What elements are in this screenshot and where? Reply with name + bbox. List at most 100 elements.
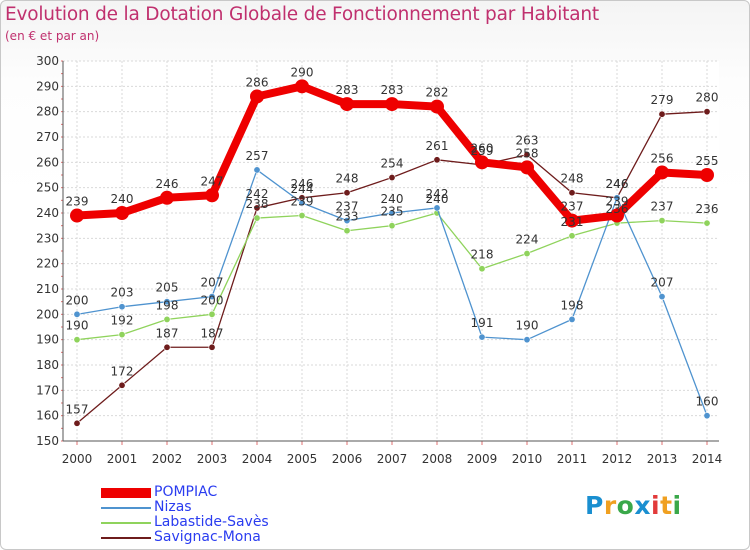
legend-label-savignac-mona: Savignac-Mona xyxy=(154,529,261,545)
data-label-labastide-saves: 237 xyxy=(651,200,674,214)
data-point-labastide-saves xyxy=(118,331,126,339)
x-tick-label: 2011 xyxy=(557,452,588,466)
data-point-savignac-mona xyxy=(658,110,666,118)
x-tick-label: 2012 xyxy=(602,452,633,466)
data-point-savignac-mona xyxy=(388,174,396,182)
data-label-nizas: 207 xyxy=(201,276,224,290)
y-tick-label: 150 xyxy=(36,434,59,448)
data-label-savignac-mona: 172 xyxy=(111,364,134,378)
y-tick-label: 300 xyxy=(36,54,59,68)
data-point-nizas xyxy=(208,293,216,301)
data-label-pompiac: 258 xyxy=(516,146,539,160)
y-tick-label: 190 xyxy=(36,333,59,347)
x-tick-label: 2007 xyxy=(377,452,408,466)
data-label-pompiac: 239 xyxy=(66,195,89,209)
data-point-labastide-saves xyxy=(388,222,396,230)
data-label-labastide-saves: 190 xyxy=(66,319,89,333)
data-label-labastide-saves: 238 xyxy=(246,197,269,211)
data-point-pompiac xyxy=(340,97,354,112)
logo-letter: r xyxy=(603,491,617,520)
data-point-savignac-mona xyxy=(568,189,576,197)
data-point-nizas xyxy=(163,298,171,306)
data-point-nizas xyxy=(433,204,441,212)
data-label-pompiac: 246 xyxy=(156,177,179,191)
data-point-pompiac xyxy=(655,165,669,180)
data-label-pompiac: 239 xyxy=(606,195,629,209)
data-label-pompiac: 247 xyxy=(201,174,224,188)
data-point-savignac-mona xyxy=(73,419,81,427)
data-point-pompiac xyxy=(205,188,219,203)
data-label-labastide-saves: 240 xyxy=(426,192,449,206)
data-label-nizas: 200 xyxy=(66,293,89,307)
y-tick-label: 170 xyxy=(36,383,59,397)
logo-letter: t xyxy=(660,491,673,520)
data-point-nizas xyxy=(118,303,126,311)
data-label-pompiac: 283 xyxy=(336,83,359,97)
data-label-nizas: 160 xyxy=(696,395,719,409)
logo-letter: i xyxy=(651,491,661,520)
data-point-savignac-mona xyxy=(523,151,531,159)
data-label-pompiac: 282 xyxy=(426,86,449,100)
data-label-nizas: 191 xyxy=(471,316,494,330)
data-point-labastide-saves xyxy=(163,315,171,323)
data-label-pompiac: 283 xyxy=(381,83,404,97)
y-tick-label: 200 xyxy=(36,307,59,321)
data-point-nizas xyxy=(343,217,351,225)
y-tick-label: 280 xyxy=(36,105,59,119)
data-label-nizas: 207 xyxy=(651,276,674,290)
data-label-savignac-mona: 254 xyxy=(381,157,404,171)
plot-area xyxy=(63,61,719,441)
data-point-savignac-mona xyxy=(433,156,441,164)
data-label-pompiac: 240 xyxy=(111,192,134,206)
legend-swatch-pompiac xyxy=(101,487,151,498)
data-label-nizas: 203 xyxy=(111,286,134,300)
y-tick-label: 210 xyxy=(36,282,59,296)
data-point-nizas xyxy=(613,194,621,202)
data-label-labastide-saves: 192 xyxy=(111,314,134,328)
data-label-labastide-saves: 231 xyxy=(561,215,584,229)
data-label-nizas: 244 xyxy=(291,182,314,196)
data-point-pompiac xyxy=(160,190,174,205)
data-label-labastide-saves: 239 xyxy=(291,195,314,209)
data-label-pompiac: 237 xyxy=(561,200,584,214)
data-label-labastide-saves: 198 xyxy=(156,298,179,312)
y-tick-label: 230 xyxy=(36,231,59,245)
data-label-savignac-mona: 187 xyxy=(156,326,179,340)
data-label-savignac-mona: 261 xyxy=(426,139,449,153)
y-tick-label: 160 xyxy=(36,409,59,423)
data-point-labastide-saves xyxy=(73,336,81,344)
data-point-labastide-saves xyxy=(343,227,351,235)
data-point-pompiac xyxy=(700,168,714,182)
data-point-nizas xyxy=(253,166,261,174)
data-point-pompiac xyxy=(610,208,624,223)
y-tick-label: 180 xyxy=(36,358,59,372)
data-label-savignac-mona: 242 xyxy=(246,187,269,201)
data-label-pompiac: 260 xyxy=(471,141,494,155)
data-point-savignac-mona xyxy=(163,343,171,351)
data-label-labastide-saves: 224 xyxy=(516,233,539,247)
data-point-savignac-mona xyxy=(343,189,351,197)
data-point-nizas xyxy=(388,209,396,217)
data-label-savignac-mona: 248 xyxy=(336,172,359,186)
data-point-labastide-saves xyxy=(568,232,576,240)
data-point-pompiac xyxy=(520,160,534,175)
data-point-pompiac xyxy=(430,99,444,114)
legend-label-nizas: Nizas xyxy=(154,499,192,515)
data-point-nizas xyxy=(73,310,81,318)
data-label-savignac-mona: 280 xyxy=(696,91,719,105)
data-point-pompiac xyxy=(475,155,489,170)
data-label-savignac-mona: 263 xyxy=(516,134,539,148)
data-label-labastide-saves: 233 xyxy=(336,210,359,224)
y-tick-label: 250 xyxy=(36,181,59,195)
data-point-labastide-saves xyxy=(658,217,666,225)
data-point-savignac-mona xyxy=(208,343,216,351)
data-label-nizas: 205 xyxy=(156,281,179,295)
data-point-labastide-saves xyxy=(208,310,216,318)
x-tick-label: 2009 xyxy=(467,452,498,466)
x-tick-label: 2003 xyxy=(197,452,228,466)
data-point-pompiac xyxy=(250,89,264,104)
data-point-pompiac xyxy=(70,208,84,223)
data-point-nizas xyxy=(478,333,486,341)
